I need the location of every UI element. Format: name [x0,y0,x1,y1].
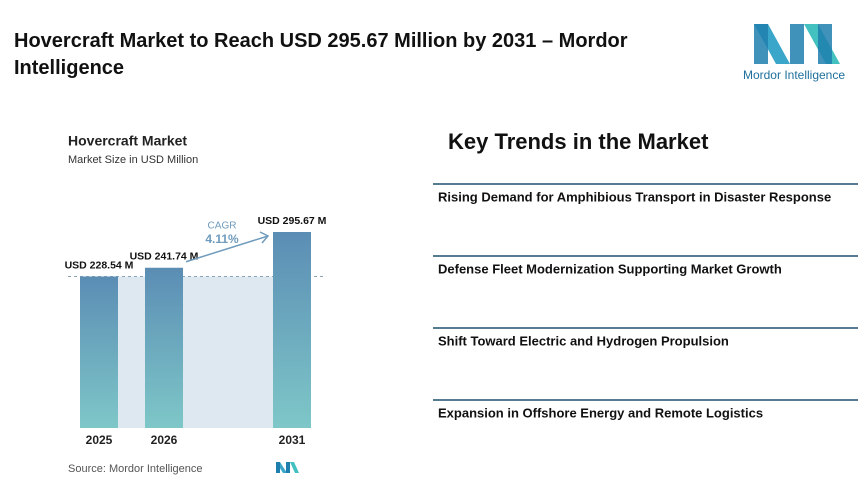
trend-item: Defense Fleet Modernization Supporting M… [438,261,782,276]
value-label: USD 295.67 M [258,215,327,227]
logo: Mordor Intelligence [743,24,845,82]
trends-title: Key Trends in the Market [448,129,709,154]
x-tick-label: 2025 [86,433,113,447]
page-title: Hovercraft Market to Reach USD 295.67 Mi… [14,30,628,79]
value-label: USD 228.54 M [65,259,134,271]
trend-item: Rising Demand for Amphibious Transport i… [438,189,831,204]
bar [145,267,183,428]
bar [80,276,118,428]
plot: USD 228.54 M 2025 USD 241.74 M 2026 USD 295.… [65,215,327,447]
small-logo [276,462,299,473]
bar [273,232,311,428]
chart-title: Hovercraft Market [68,133,187,149]
trend-item: Shift Toward Electric and Hydrogen Propu… [438,333,729,348]
cagr-arrow [185,235,269,263]
trend-item: Expansion in Offshore Energy and Remote … [438,405,763,420]
trends-list: Rising Demand for Amphibious Transport i… [433,183,858,420]
source: Source: Mordor Intelligence [68,463,203,475]
chart-subtitle: Market Size in USD Million [68,154,198,166]
cagr-value: 4.11% [205,232,239,246]
cagr-label: CAGR [208,221,237,232]
logo-text: Mordor Intelligence [743,68,845,82]
arrow-head [259,231,270,244]
x-tick-label: 2031 [279,433,306,447]
value-label: USD 241.74 M [130,251,199,263]
x-tick-label: 2026 [151,433,178,447]
shaded-region [99,276,292,428]
